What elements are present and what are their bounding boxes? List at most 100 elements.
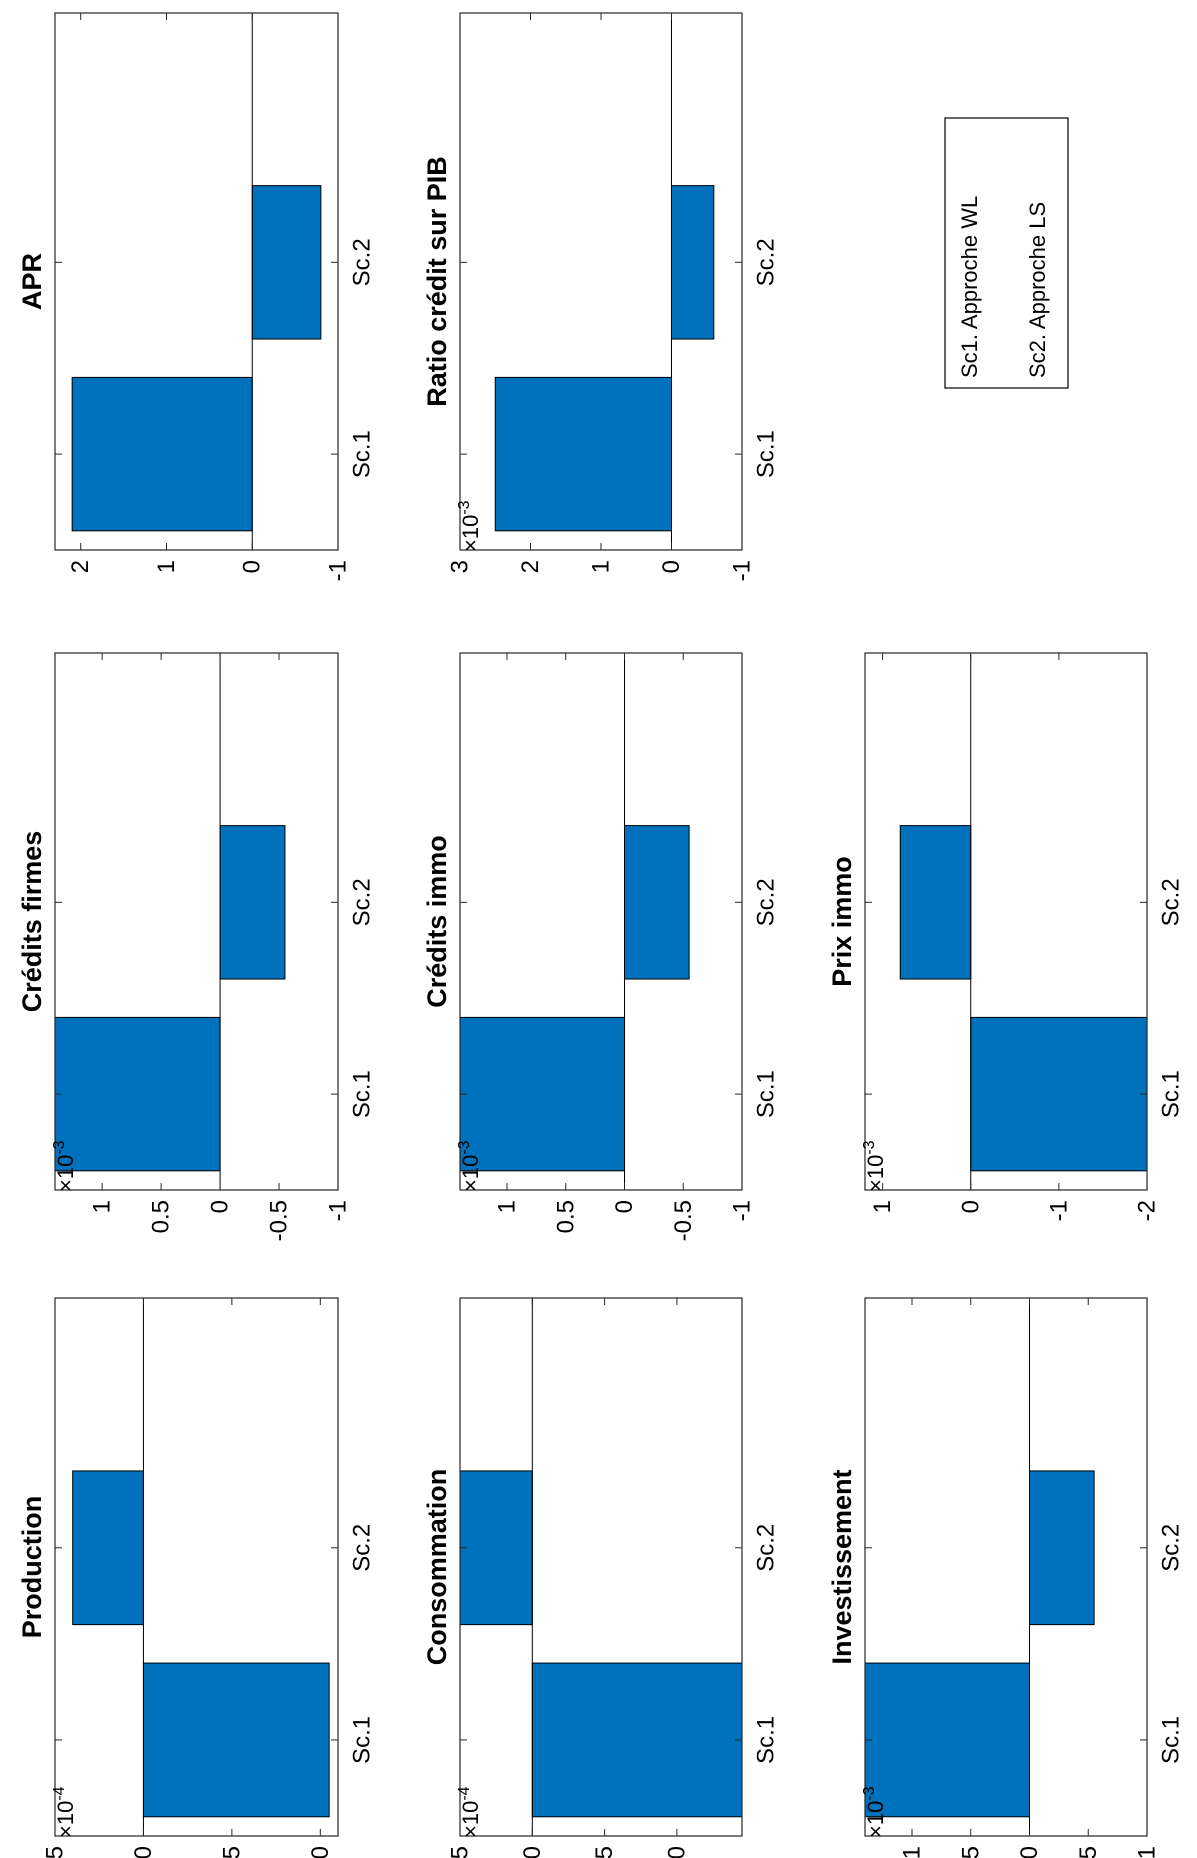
value-tick-label: -5 bbox=[591, 1846, 618, 1858]
value-tick-label: 1 bbox=[869, 1200, 896, 1213]
category-label-sc-2: Sc.2 bbox=[1158, 1524, 1185, 1572]
exponent-label: ×10-3 bbox=[861, 1140, 888, 1192]
value-tick-label: -2 bbox=[1134, 1200, 1161, 1221]
axes-box bbox=[459, 1297, 743, 1837]
exponent-label: ×10-3 bbox=[456, 500, 483, 552]
subplot-credits-immo: Crédits immo 1 0.5 0 -0.5 -1 Sc.1 Sc.2 ×10-3 bbox=[422, 652, 780, 1241]
subplot-consommation: Consommation 5 0 -5 -10 Sc.1 Sc.2 ×10-4 bbox=[422, 1297, 780, 1858]
bar-sc-2 bbox=[72, 1470, 144, 1626]
value-tick-label: 1 bbox=[494, 1200, 521, 1213]
value-tick-label: -10 bbox=[663, 1846, 690, 1858]
legend-item-sc2: Sc2. Approche LS bbox=[1025, 202, 1050, 378]
value-tick-label: 0.5 bbox=[552, 1200, 579, 1233]
exponent-label: ×10-3 bbox=[861, 1786, 888, 1838]
value-tick-label: -5 bbox=[218, 1846, 245, 1858]
value-tick-label: 0.5 bbox=[148, 1200, 175, 1233]
value-tick-label: 0 bbox=[658, 560, 685, 573]
axes-box bbox=[864, 1297, 1148, 1837]
value-tick-label: 0 bbox=[207, 1200, 234, 1213]
bar-sc-2 bbox=[671, 185, 715, 340]
value-tick-label: 3 bbox=[447, 560, 474, 573]
category-label-sc-1: Sc.1 bbox=[753, 1716, 780, 1764]
category-label-sc-1: Sc.1 bbox=[349, 430, 376, 478]
bar-sc-2 bbox=[1029, 1470, 1095, 1626]
value-tick-label: 1 bbox=[588, 560, 615, 573]
value-tick-label: -0.5 bbox=[670, 1200, 697, 1241]
value-tick-label: 0 bbox=[611, 1200, 638, 1213]
value-tick-label: -1 bbox=[729, 1200, 756, 1221]
exponent-label: ×10-4 bbox=[51, 1786, 78, 1838]
category-label-sc-2: Sc.2 bbox=[753, 1524, 780, 1572]
value-tick-label: 5 bbox=[42, 1846, 69, 1858]
value-tick-label: 0 bbox=[957, 1200, 984, 1213]
category-label-sc-2: Sc.2 bbox=[349, 878, 376, 926]
value-tick-label: 0 bbox=[239, 560, 266, 573]
value-tick-label: 1 bbox=[153, 560, 180, 573]
bar-sc-1 bbox=[71, 376, 253, 532]
bar-sc-2 bbox=[899, 825, 972, 980]
bar-sc-1 bbox=[531, 1662, 743, 1818]
legend-item-sc1: Sc1. Approche WL bbox=[957, 196, 982, 378]
category-label-sc-1: Sc.1 bbox=[1158, 1070, 1185, 1118]
axes-box bbox=[459, 652, 743, 1191]
value-tick-label: -1 bbox=[1134, 1846, 1161, 1858]
value-tick-label: 0 bbox=[519, 1846, 546, 1858]
value-tick-label: 5 bbox=[447, 1846, 474, 1858]
bar-sc-1 bbox=[54, 1016, 221, 1172]
subplot-title: Crédits immo bbox=[422, 835, 452, 1008]
subplot-production: Production 5 0 -5 -10 Sc.1 Sc.2 ×10-4 bbox=[17, 1297, 376, 1858]
subplot-title: APR bbox=[17, 253, 47, 310]
subplots: Production50-5-10Sc.1Sc.2×10-4Consommati… bbox=[17, 12, 1185, 1858]
value-tick-label: 0 bbox=[1016, 1846, 1043, 1858]
category-label-sc-2: Sc.2 bbox=[349, 238, 376, 286]
legend: Sc1. Approche WL Sc2. Approche LS bbox=[944, 117, 1069, 389]
subplot-credits-firmes: Crédits firmes 1 0.5 0 -0.5 -1 Sc.1 Sc.2 ×10-3 bbox=[17, 652, 376, 1241]
subplot-title: Investissement bbox=[827, 1469, 857, 1664]
category-label-sc-1: Sc.1 bbox=[1158, 1716, 1185, 1764]
bar-sc-2 bbox=[251, 185, 322, 340]
value-tick-label: 0.5 bbox=[957, 1846, 984, 1858]
subplot-title: Prix immo bbox=[827, 856, 857, 987]
subplot-title: Ratio crédit sur PIB bbox=[422, 156, 452, 407]
category-label-sc-2: Sc.2 bbox=[1158, 878, 1185, 926]
category-label-sc-1: Sc.1 bbox=[349, 1070, 376, 1118]
bar-sc-1 bbox=[459, 1016, 625, 1172]
value-tick-label: 1 bbox=[89, 1200, 116, 1213]
exponent-label: ×10-3 bbox=[456, 1140, 483, 1192]
bar-sc-1 bbox=[864, 1662, 1030, 1818]
exponent-label: ×10-3 bbox=[51, 1140, 78, 1192]
axes-box bbox=[54, 1297, 339, 1837]
value-tick-label: -1 bbox=[325, 1200, 352, 1221]
value-tick-label: -0.5 bbox=[1075, 1846, 1102, 1858]
bar-sc-2 bbox=[624, 825, 690, 980]
subplot-apr: APR 2 1 0 -1 Sc.1 Sc.2 bbox=[17, 12, 376, 581]
bar-sc-2 bbox=[459, 1470, 533, 1626]
category-label-sc-1: Sc.1 bbox=[753, 430, 780, 478]
value-tick-label: 1 bbox=[899, 1846, 926, 1858]
subplot-prix-immo: Prix immo 1 0 -1 -2 Sc.1 Sc.2 ×10-3 bbox=[827, 652, 1185, 1221]
category-label-sc-1: Sc.1 bbox=[349, 1716, 376, 1764]
value-tick-label: 2 bbox=[67, 560, 94, 573]
axes-box bbox=[54, 652, 339, 1191]
subplot-title: Consommation bbox=[422, 1469, 452, 1666]
bar-sc-1 bbox=[142, 1662, 330, 1818]
category-label-sc-2: Sc.2 bbox=[349, 1524, 376, 1572]
subplot-ratio-credit-sur-pib: Ratio crédit sur PIB 3 2 1 0 -1 Sc.1 Sc.2 ×10-3 bbox=[422, 12, 780, 581]
value-tick-label: -1 bbox=[729, 560, 756, 581]
bar-sc-1 bbox=[970, 1016, 1148, 1172]
subplot-investissement: Investissement 1 0.5 0 -0.5 -1 Sc.1 Sc.2 ×10-3 bbox=[827, 1297, 1185, 1858]
exponent-label: ×10-4 bbox=[456, 1786, 483, 1838]
legend-box bbox=[944, 117, 1069, 389]
axes-box bbox=[864, 652, 1148, 1191]
category-label-sc-1: Sc.1 bbox=[753, 1070, 780, 1118]
value-tick-label: 0 bbox=[130, 1846, 157, 1858]
category-label-sc-2: Sc.2 bbox=[753, 878, 780, 926]
subplot-title: Production bbox=[17, 1496, 47, 1639]
value-tick-label: 2 bbox=[517, 560, 544, 573]
value-tick-label: -10 bbox=[307, 1846, 334, 1858]
bar-sc-2 bbox=[219, 825, 286, 980]
value-tick-label: -1 bbox=[325, 560, 352, 581]
value-tick-label: -0.5 bbox=[266, 1200, 293, 1241]
subplot-title: Crédits firmes bbox=[17, 831, 47, 1013]
